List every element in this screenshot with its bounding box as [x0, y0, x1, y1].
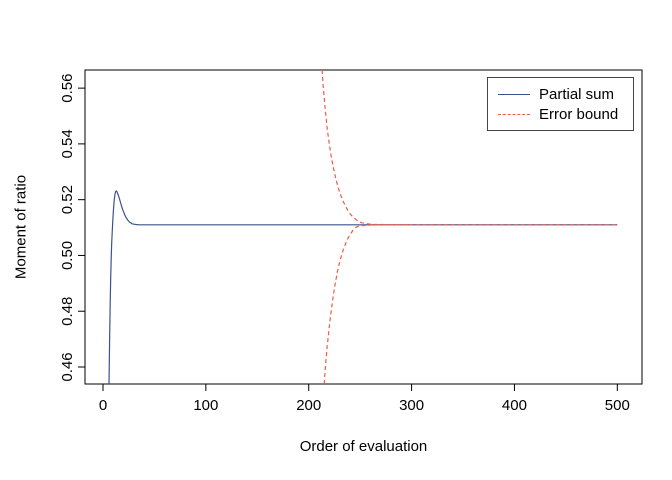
y-tick-label: 0.56	[59, 74, 76, 103]
legend: Partial sum Error bound	[487, 77, 634, 131]
series-line-error-bound	[323, 224, 412, 384]
y-tick-label: 0.50	[59, 241, 76, 270]
plot-frame	[84, 69, 643, 385]
y-tick-label: 0.46	[59, 352, 76, 381]
x-tick-label: 100	[193, 397, 218, 414]
x-tick-label: 200	[296, 397, 321, 414]
x-axis-title: Order of evaluation	[299, 438, 428, 455]
y-tick-label: 0.52	[59, 185, 76, 214]
legend-item-error-bound: Error bound	[498, 104, 623, 124]
y-axis-title: Moment of ratio	[12, 174, 30, 280]
solid-line-swatch	[498, 93, 530, 95]
x-tick-label: 300	[399, 397, 424, 414]
legend-label: Error bound	[539, 105, 619, 123]
series-line-partial-sum	[108, 190, 618, 384]
x-axis: 0 100 200 300 400 500	[99, 384, 630, 414]
legend-item-partial-sum: Partial sum	[498, 84, 623, 104]
dashed-line-swatch	[498, 113, 530, 115]
x-tick-label: 400	[502, 397, 527, 414]
y-tick-label: 0.48	[59, 297, 76, 326]
series-lines	[108, 70, 618, 384]
legend-label: Partial sum	[539, 85, 615, 103]
y-tick-label: 0.54	[59, 129, 76, 158]
x-tick-label: 0	[99, 397, 107, 414]
x-tick-label: 500	[605, 397, 630, 414]
y-axis: 0.46 0.48 0.50 0.52 0.54 0.56	[59, 74, 85, 382]
